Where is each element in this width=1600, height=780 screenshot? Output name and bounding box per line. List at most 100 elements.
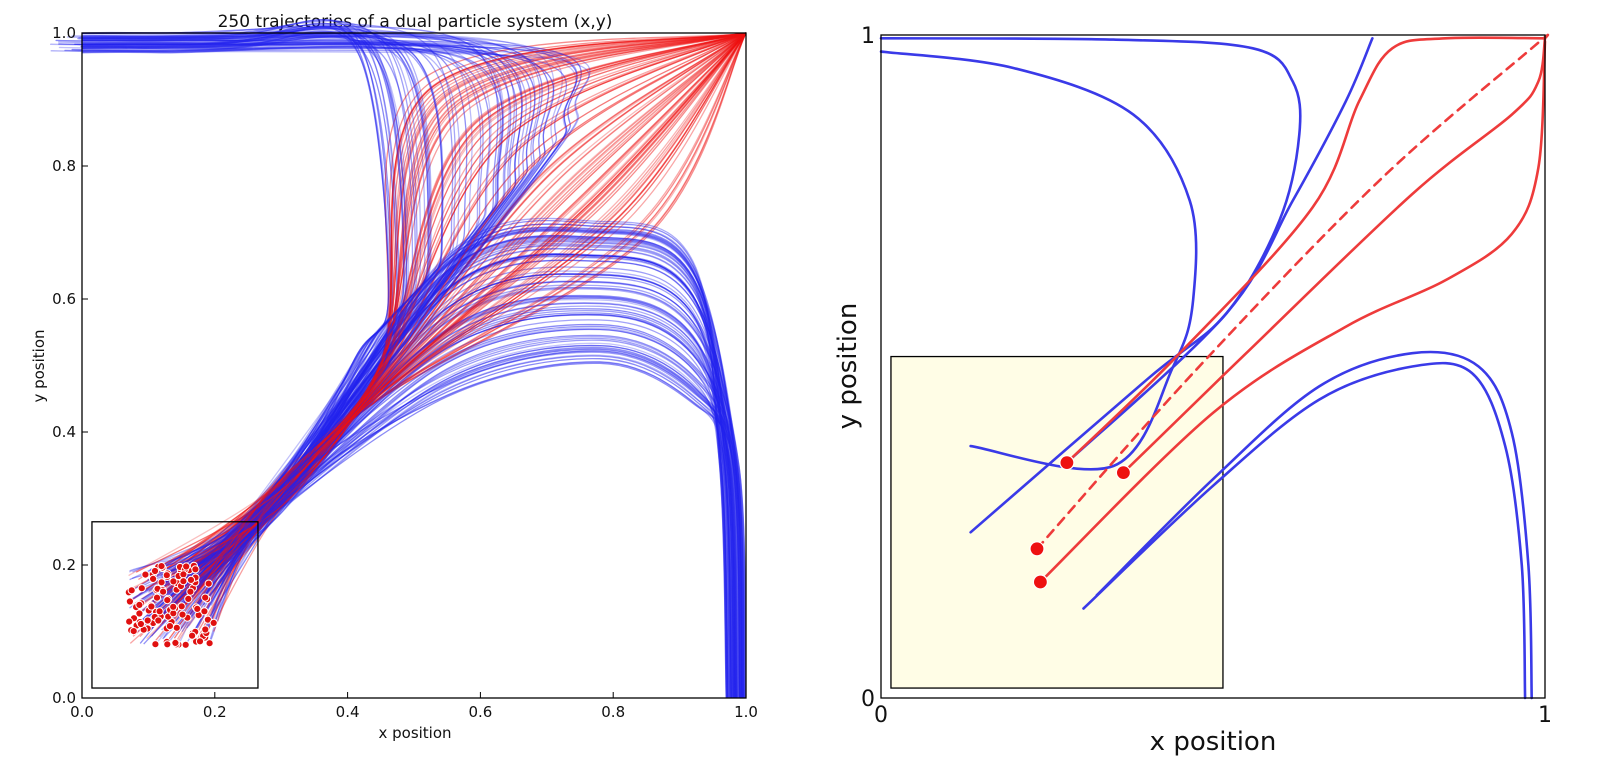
right-ticks: 0 1 0 1	[861, 24, 1552, 728]
left-trajectory-line	[81, 19, 405, 575]
right-chart: 0 1 0 1 x position y position	[833, 24, 1552, 757]
left-trajectory-line	[81, 30, 391, 577]
left-plot-frame	[81, 32, 747, 699]
left-trajectory-line	[129, 313, 743, 699]
left-start-point	[163, 596, 172, 605]
left-start-point	[135, 609, 144, 618]
left-trajectory-line	[189, 32, 747, 591]
left-trajectory-line	[81, 43, 512, 608]
left-trajectory-line	[81, 41, 523, 609]
left-trajectory-line	[132, 32, 747, 637]
left-start-point	[159, 587, 168, 596]
left-trajectory-line	[81, 36, 416, 629]
left-trajectory-line	[81, 34, 410, 594]
left-start-point	[163, 640, 172, 649]
left-x-tick-label: 1.0	[734, 703, 758, 721]
left-start-dots	[124, 561, 218, 649]
left-y-tick-label: 1.0	[52, 24, 76, 42]
left-start-point	[127, 586, 136, 595]
left-trajectory-line	[182, 32, 747, 608]
left-start-point	[141, 570, 150, 579]
right-y-tick-label: 0	[861, 687, 875, 712]
left-start-point	[129, 627, 138, 636]
left-start-point	[171, 638, 180, 648]
right-x-tick-label: 1	[1538, 703, 1552, 728]
left-start-point	[181, 640, 190, 649]
left-trajectory-line	[81, 19, 399, 573]
left-trajectory-line	[50, 43, 591, 585]
left-trajectory-line	[81, 36, 408, 573]
left-start-point	[147, 602, 156, 611]
left-trajectory-line	[194, 362, 741, 699]
right-start-dots	[1029, 455, 1132, 590]
right-plot-frame	[880, 34, 1546, 699]
left-trajectory-line	[81, 43, 527, 642]
left-start-point	[152, 593, 162, 602]
left-trajectory-line	[81, 25, 400, 576]
right-blue-trajectory	[1095, 350, 1533, 700]
left-trajectory-line	[81, 27, 430, 567]
right-blue-trajectory	[1065, 37, 1374, 464]
left-trajectory-line	[138, 32, 747, 581]
right-y-tick-label: 1	[861, 24, 875, 49]
right-start-point	[1032, 574, 1049, 590]
left-trajectory-line	[159, 286, 737, 699]
left-start-point	[135, 600, 144, 610]
left-trajectory-line	[181, 238, 728, 699]
left-start-point	[172, 623, 181, 632]
left-start-point	[125, 597, 134, 606]
left-start-point	[204, 579, 213, 588]
left-trajectory-line	[197, 32, 747, 592]
left-start-point	[201, 625, 210, 634]
left-trajectory-line	[182, 32, 747, 609]
right-x-axis-label: x position	[1150, 727, 1277, 757]
left-start-point	[154, 616, 163, 625]
left-trajectory-line	[129, 32, 747, 591]
left-trajectory-line	[178, 227, 733, 699]
left-trajectory-line	[148, 32, 747, 592]
left-y-tick-label: 0.0	[52, 689, 76, 707]
left-start-point	[143, 616, 152, 625]
left-trajectory-line	[205, 229, 744, 699]
left-trajectory-line	[140, 32, 747, 593]
left-trajectory-line	[153, 32, 747, 575]
right-blue-trajectory	[879, 50, 1198, 471]
left-trajectory-line	[213, 32, 747, 624]
left-trajectory-line	[162, 32, 747, 572]
left-trajectory-line	[162, 229, 739, 699]
left-trajectory-line	[159, 32, 747, 589]
left-trajectory-line	[80, 32, 536, 570]
left-start-point	[150, 566, 160, 576]
left-start-point	[169, 577, 178, 586]
left-trajectory-line	[81, 36, 444, 581]
left-start-point	[191, 565, 200, 574]
left-trajectories	[50, 19, 747, 699]
left-x-tick-label: 0.8	[601, 703, 625, 721]
right-x-tick-label: 0	[874, 703, 888, 728]
left-start-point	[125, 617, 134, 626]
left-start-point	[137, 584, 146, 593]
left-trajectory-line	[131, 32, 747, 601]
left-trajectory-line	[81, 45, 482, 613]
right-y-axis-label: y position	[833, 303, 863, 430]
right-start-point	[1059, 455, 1075, 471]
left-y-tick-label: 0.4	[52, 423, 76, 441]
left-start-point	[165, 622, 174, 631]
left-trajectory-line	[170, 32, 747, 599]
left-start-point	[169, 602, 178, 611]
right-red-trajectory	[1122, 37, 1547, 474]
right-start-point	[1029, 541, 1045, 557]
left-trajectory-line	[81, 34, 444, 633]
right-trajectories	[879, 33, 1550, 700]
left-trajectory-line	[149, 242, 735, 699]
left-trajectory-line	[77, 35, 543, 631]
left-y-axis-label: y position	[30, 329, 48, 402]
left-start-point	[193, 604, 202, 614]
left-trajectory-line	[81, 31, 398, 583]
left-trajectory-line	[128, 32, 747, 577]
left-trajectory-line	[159, 328, 729, 699]
right-red-trajectory	[1065, 36, 1547, 464]
right-red-trajectory	[1039, 40, 1547, 584]
left-trajectory-line	[172, 272, 747, 699]
left-trajectory-line	[139, 350, 738, 699]
